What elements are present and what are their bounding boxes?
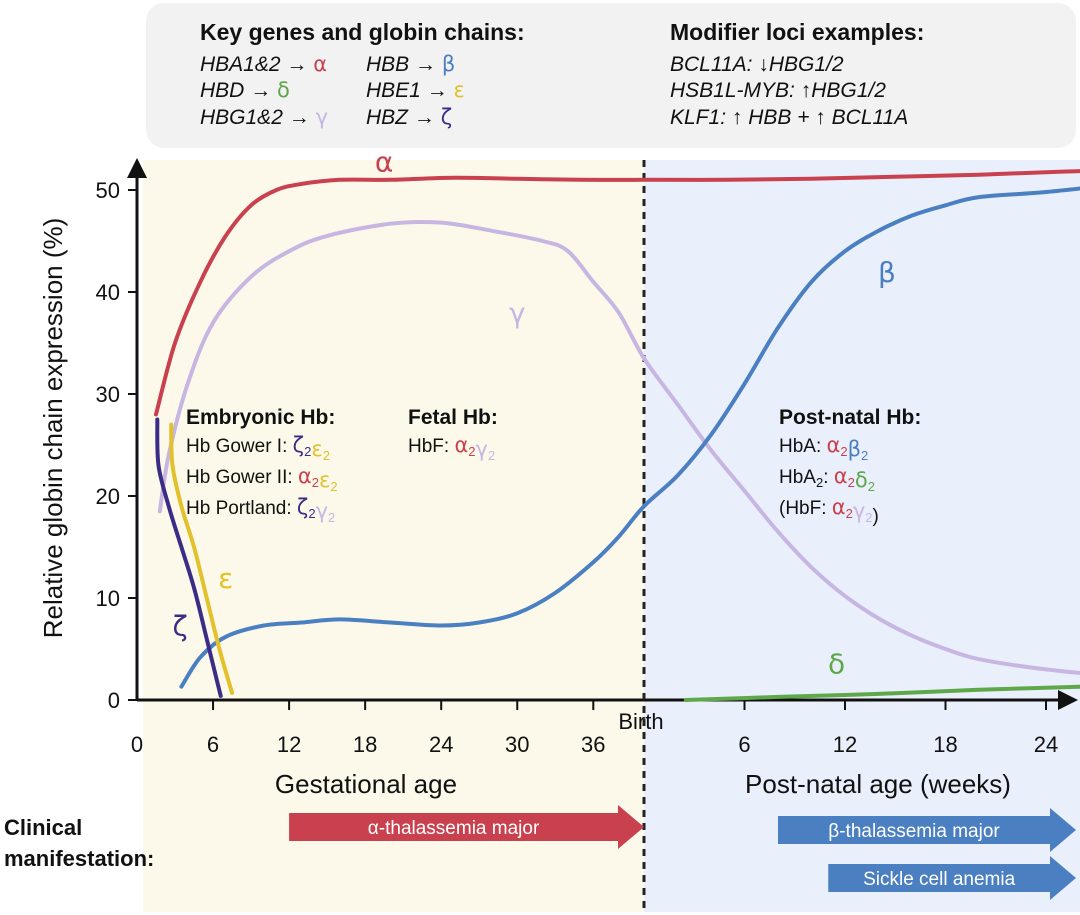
modifier-locus-bcl11a: BCL11A: ↓HBG1/2: [670, 53, 844, 76]
arrow-symbol: →: [250, 79, 277, 102]
curve-label-zeta: ζ: [172, 610, 187, 643]
gestational-age-label: Gestational age: [275, 769, 457, 799]
gestation-period-background: [143, 160, 644, 912]
arrow-symbol: →: [289, 106, 316, 129]
hb-composition-line: HbA: α2β2: [779, 433, 868, 463]
gene-name: HBB: [366, 53, 415, 76]
gene-name: HBD: [200, 79, 250, 102]
arrow-symbol: →: [414, 106, 441, 129]
gene-legend-entry: HBZ → ζ: [366, 105, 452, 129]
curve-label-gamma: γ: [509, 297, 526, 330]
gestational-tick-label: 6: [207, 732, 219, 757]
curve-alpha: [154, 169, 1080, 417]
hb-block-title: Embryonic Hb:: [186, 406, 335, 429]
modifier-locus-hsb1l-myb: HSB1L-MYB: ↑HBG1/2: [670, 79, 886, 102]
clinical-arrow-label: Sickle cell anemia: [863, 869, 1015, 890]
clinical-arrow: [778, 808, 1076, 852]
postnatal-tick-label: 12: [833, 732, 857, 757]
hb-composition-line: Hb Gower I: ζ2ε2: [186, 433, 330, 463]
postnatal-tick-label: 18: [933, 732, 957, 757]
y-axis-arrowhead: [127, 158, 147, 178]
gene-legend-entry: HBB → β: [366, 52, 455, 76]
gestational-tick-label: 30: [505, 732, 529, 757]
chain-symbol: δ: [277, 78, 290, 102]
hb-composition-line: HbF: α2γ2: [408, 433, 495, 463]
y-axis-label: Relative globin chain expression (%): [38, 218, 68, 639]
clinical-label-line1: Clinical: [4, 815, 82, 840]
x-axis-ticks: 061218243036612182430: [131, 700, 1058, 757]
arrow-symbol: →: [427, 79, 454, 102]
curve-gamma: [157, 219, 1080, 675]
globin-curves: [154, 169, 1080, 702]
gene-legend-entry: HBD → δ: [200, 78, 290, 102]
y-axis-ticks: 0 10 20 30 40 50: [96, 178, 137, 713]
postnatal-tick-label: 6: [738, 732, 750, 757]
gene-legend-entry: HBE1 → ε: [366, 78, 465, 102]
gene-legend-entry: HBA1&2 → α: [200, 52, 327, 76]
modifier-loci-title: Modifier loci examples:: [670, 19, 924, 45]
y-tick-label: 50: [96, 178, 120, 203]
curve-label-alpha: α: [375, 146, 393, 179]
modifier-locus-klf1: KLF1: ↑ HBB + ↑ BCL11A: [670, 106, 908, 129]
curve-beta: [179, 186, 1080, 689]
gene-name: HBZ: [366, 106, 414, 129]
globin-curve-labels: α β γ δ εζ: [172, 146, 895, 681]
curve-delta: [683, 684, 1080, 702]
y-tick-label: 40: [96, 280, 120, 305]
y-tick-label: 30: [96, 382, 120, 407]
gestational-tick-label: 24: [429, 732, 453, 757]
curve-epsilon: [169, 422, 235, 695]
clinical-label-line2: manifestation:: [4, 846, 154, 871]
gestational-tick-label: 18: [353, 732, 377, 757]
gene-name: HBG1&2: [200, 106, 289, 129]
gene-name: HBE1: [366, 79, 427, 102]
fetal-hb-block: Fetal Hb: HbF: α2γ2: [408, 406, 498, 463]
x-axis-arrowhead: [1058, 690, 1078, 710]
clinical-arrow: [289, 805, 644, 849]
hb-block-title: Fetal Hb:: [408, 406, 498, 429]
gestational-tick-label: 36: [581, 732, 605, 757]
chain-symbol: γ: [316, 105, 328, 129]
genes-legend-title: Key genes and globin chains:: [200, 19, 525, 45]
clinical-manifestation-section: Clinical manifestation: α-thalassemia ma…: [4, 805, 1076, 900]
arrow-symbol: →: [286, 53, 313, 76]
y-tick-label: 10: [96, 586, 120, 611]
genes-legend-list: HBA1&2 → α HBB → β HBD → δ HBE1 → ε HBG1&2 →…: [200, 52, 465, 129]
y-axis: 0 10 20 30 40 50 Relative globin chain expres…: [38, 158, 147, 713]
clinical-arrow-label: α-thalassemia major: [368, 818, 540, 839]
curve-zeta: [155, 417, 223, 698]
chain-symbol: ζ: [441, 105, 452, 129]
birth-label: Birth: [618, 709, 663, 734]
chain-symbol: β: [442, 52, 455, 76]
hb-composition-line: HbA2: α2δ2: [779, 464, 875, 494]
curve-label-epsilon: ε: [218, 562, 233, 595]
curve-label-delta: δ: [828, 647, 845, 680]
arrow-symbol: →: [415, 53, 442, 76]
chain-symbol: α: [313, 52, 327, 76]
x-axis: 061218243036612182430 Gestational age Po…: [131, 690, 1078, 799]
gestational-tick-label: 12: [277, 732, 301, 757]
gestational-tick-label: 0: [131, 732, 143, 757]
hb-composition-line: (HbF: α2γ2): [779, 495, 879, 527]
postnatal-tick-label: 24: [1034, 732, 1058, 757]
gene-name: HBA1&2: [200, 53, 286, 76]
hb-composition-line: Hb Gower II: α2ε2: [186, 464, 338, 494]
chain-symbol: ε: [454, 78, 465, 102]
curve-label-beta: β: [878, 256, 896, 289]
postnatal-period-background: [644, 160, 1080, 912]
y-tick-label: 20: [96, 484, 120, 509]
hb-composition-line: Hb Portland: ζ2γ2: [186, 495, 335, 525]
clinical-arrow: [828, 856, 1076, 900]
hb-block-title: Post-natal Hb:: [779, 406, 921, 429]
clinical-arrow-label: β-thalassemia major: [828, 821, 1000, 842]
clinical-arrows: α-thalassemia major β-thalassemia major Si…: [289, 805, 1076, 900]
gene-legend-entry: HBG1&2 → γ: [200, 105, 328, 129]
y-tick-label: 0: [108, 688, 120, 713]
postnatal-age-label: Post-natal age (weeks): [745, 769, 1011, 799]
